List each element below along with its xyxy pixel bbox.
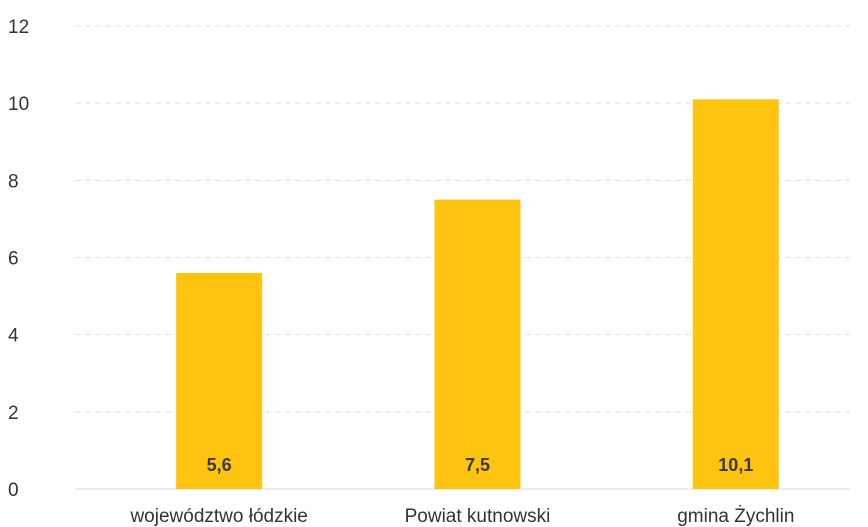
y-tick-label: 12 xyxy=(8,17,29,38)
x-category-label: gmina Żychlin xyxy=(677,506,794,527)
bar-value-label: 10,1 xyxy=(718,455,753,475)
x-axis-categories: województwo łódzkie Powiat kutnowski gmina… xyxy=(129,506,794,527)
y-tick-label: 2 xyxy=(8,403,19,424)
bar xyxy=(692,99,779,489)
x-category-label: Powiat kutnowski xyxy=(405,506,551,527)
y-tick-label: 8 xyxy=(8,171,19,192)
y-tick-label: 4 xyxy=(8,326,19,347)
bars xyxy=(176,99,779,489)
y-tick-label: 10 xyxy=(8,94,29,115)
bar xyxy=(176,272,263,489)
y-tick-label: 0 xyxy=(8,480,19,501)
y-tick-label: 6 xyxy=(8,249,19,270)
y-axis-ticks: 0 2 4 6 8 10 12 xyxy=(8,17,29,501)
bar xyxy=(434,199,521,489)
bar-value-label: 7,5 xyxy=(465,455,490,475)
bar-value-label: 5,6 xyxy=(207,455,232,475)
x-category-label: województwo łódzkie xyxy=(129,506,307,527)
data-labels: 5,6 7,5 10,1 xyxy=(207,455,754,475)
